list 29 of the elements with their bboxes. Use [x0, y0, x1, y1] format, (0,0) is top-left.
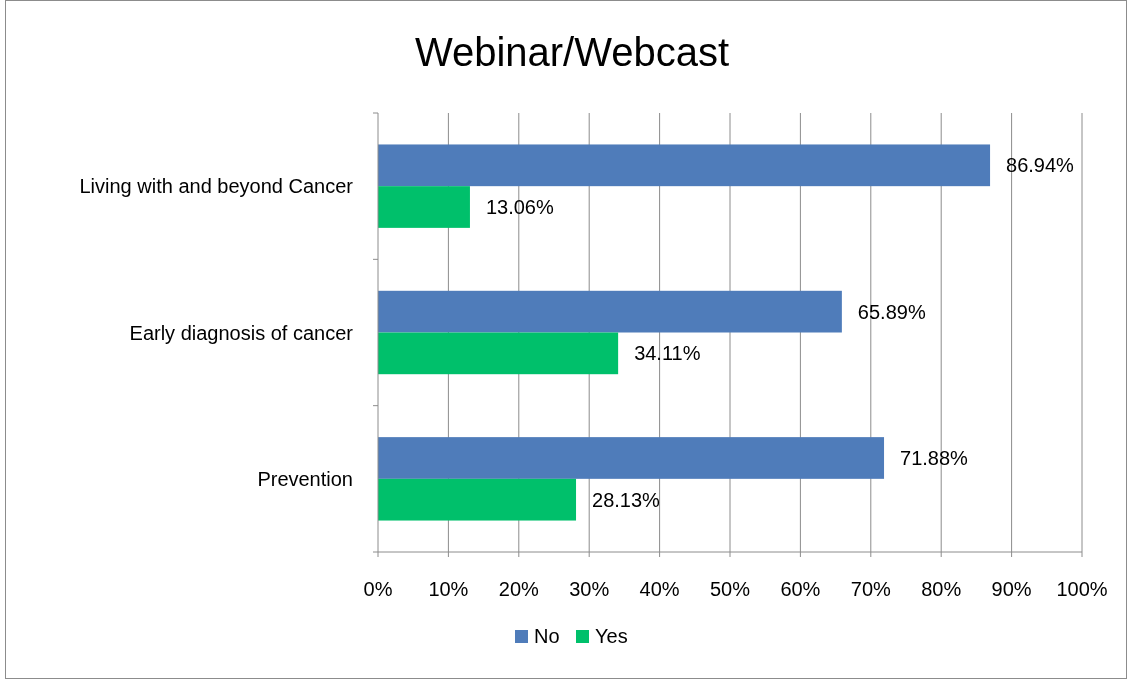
x-tick-label: 10% [428, 578, 469, 600]
data-label: 28.13% [592, 488, 661, 511]
x-tick-label: 100% [1056, 578, 1108, 600]
legend-label: Yes [595, 625, 628, 647]
x-tick-label: 60% [780, 578, 821, 600]
data-label: 65.89% [857, 300, 926, 323]
bar [378, 437, 885, 479]
legend-label: No [534, 625, 560, 647]
y-tick-label: Living with and beyond Cancer [79, 175, 354, 198]
bar [378, 186, 470, 228]
x-tick-label: 30% [569, 578, 610, 600]
bar [378, 478, 577, 521]
x-tick-label: 70% [850, 578, 892, 600]
data-label: 13.06% [485, 196, 554, 219]
data-label: 34.11% [634, 342, 701, 365]
data-label: 71.88% [900, 446, 969, 469]
y-tick-label: Prevention [257, 467, 353, 490]
x-tick-label: 40% [639, 578, 680, 600]
x-tick-label: 0% [363, 578, 393, 600]
bar [378, 332, 619, 375]
x-tick-label: 90% [991, 578, 1032, 600]
y-tick-label: Early diagnosis of cancer [129, 321, 354, 344]
x-tick-label: 80% [921, 578, 962, 600]
x-tick-label: 20% [498, 578, 540, 600]
bar [378, 290, 842, 333]
data-label: 86.94% [1006, 154, 1075, 177]
x-tick-label: 50% [709, 578, 751, 600]
bar [378, 144, 991, 187]
chart-title: Webinar/Webcast [414, 30, 730, 74]
